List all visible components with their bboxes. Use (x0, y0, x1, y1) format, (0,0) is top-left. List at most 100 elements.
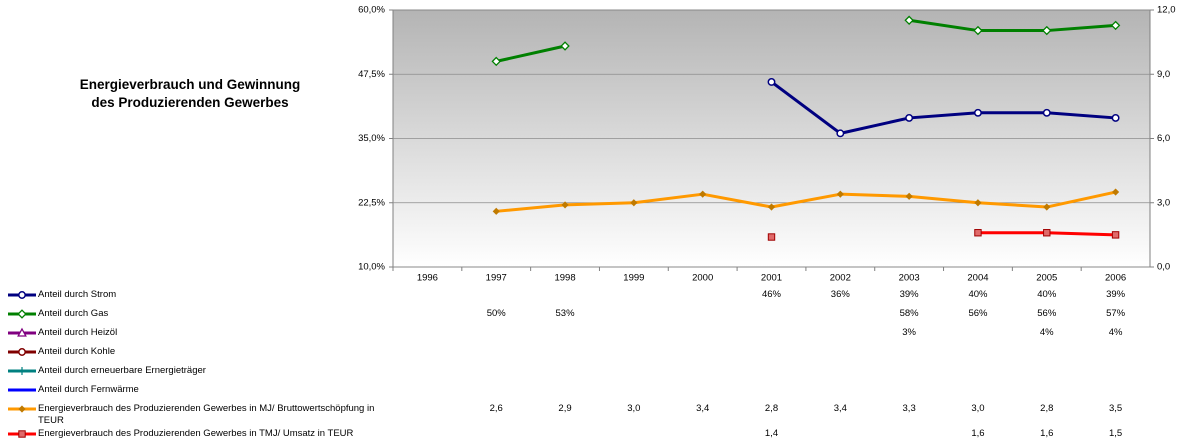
point (1112, 188, 1120, 196)
table-value: 58% (899, 308, 919, 319)
table-row: Energieverbrauch des Produzierenden Gewe… (0, 427, 1177, 446)
table-row: Anteil durch Strom 46% 36% 39% 40% 40% 39% (0, 288, 1177, 307)
x-tick-label: 1997 (486, 273, 507, 284)
legend-swatch (8, 405, 36, 413)
table-value: 56% (968, 308, 988, 319)
point (767, 203, 776, 211)
table-value: 1,6 (971, 428, 985, 439)
series-line (495, 18, 1116, 63)
legend-entry: Anteil durch Fernwärme (0, 384, 1177, 396)
chart-title: Energieverbrauch und Gewinnung des Produz… (40, 76, 340, 112)
table-row: Anteil durch Gas 50% 53% 58% 56% 56% 57% (0, 307, 1177, 326)
table-value: 3,4 (833, 403, 847, 414)
x-tick-label: 2003 (899, 273, 920, 284)
table-value: 1,5 (1108, 428, 1123, 439)
table-value: 3,0 (627, 403, 641, 414)
table-value: 3% (902, 327, 916, 338)
point (1042, 108, 1051, 117)
y-tick-label: 47,5% (358, 69, 385, 80)
legend-label: Anteil durch Fernwärme (38, 384, 139, 395)
x-tick-label: 2006 (1105, 273, 1126, 284)
legend-entry: Energieverbrauch des Produzierenden Gewe… (0, 403, 1177, 427)
point (767, 233, 776, 241)
point (1111, 113, 1120, 122)
point (1043, 229, 1051, 237)
table-value: 53% (555, 308, 575, 319)
table-row: Anteil durch erneuerbare Ernergieträger (0, 364, 1177, 383)
table-value: 2,8 (764, 403, 779, 414)
x-tick-label: 2005 (1036, 273, 1057, 284)
legend-label: Anteil durch Kohle (38, 346, 116, 357)
point (1043, 203, 1051, 211)
x-tick-label: 1999 (623, 273, 644, 284)
point (1110, 20, 1121, 31)
point (905, 192, 913, 200)
legend-label: Anteil durch Gas (38, 308, 109, 319)
point (17, 327, 27, 337)
y-tick-label: 22,5% (358, 197, 385, 208)
table-value: 2,9 (558, 403, 572, 414)
table-value: 39% (1106, 289, 1126, 300)
point (1042, 25, 1052, 36)
legend-label: Anteil durch Heizöl (38, 327, 118, 338)
point (974, 199, 982, 207)
y2-tick-label: 0,0 (1157, 262, 1170, 273)
point (767, 78, 776, 86)
table-value: 3,4 (696, 403, 710, 414)
point (1111, 231, 1120, 239)
table-value: 57% (1106, 308, 1126, 319)
series-line (770, 80, 1116, 135)
y2-tick-label: 12,0 (1157, 5, 1176, 16)
y-tick-label: 10,0% (358, 262, 385, 273)
x-tick-label: 2001 (761, 273, 782, 284)
x-tick-label: 1998 (554, 273, 575, 284)
series-group (491, 15, 1121, 241)
legend-swatch (8, 327, 36, 337)
point (560, 41, 570, 51)
table-value: 3,0 (971, 403, 985, 414)
table-value: 2,8 (1040, 403, 1054, 414)
legend-swatch (8, 291, 36, 299)
legend-label: Energieverbrauch des Produzierenden Gewe… (38, 428, 354, 439)
point (973, 25, 983, 36)
y2-tick-label: 9,0 (1157, 69, 1170, 80)
point (18, 291, 26, 299)
series-line (496, 190, 1116, 213)
table-row: Anteil durch Heizöl 3% 4% 4% (0, 326, 1177, 345)
legend-swatch (8, 430, 36, 438)
table-value: 1,6 (1040, 428, 1054, 439)
point (974, 108, 982, 117)
legend-label: Anteil durch Strom (38, 289, 117, 300)
y2-tick-label: 6,0 (1157, 133, 1170, 144)
title-line: des Produzierenden Gewerbes (91, 95, 289, 110)
legend-entry: Anteil durch erneuerbare Ernergieträger (0, 365, 1177, 377)
legend-swatch (8, 309, 36, 319)
table-value: 56% (1037, 308, 1057, 319)
table-value: 39% (899, 289, 919, 300)
legend-swatch (8, 388, 36, 392)
table-value: 4% (1039, 327, 1054, 338)
point (18, 367, 26, 375)
y-tick-label: 35,0% (358, 133, 385, 144)
table-value: 3,3 (902, 403, 916, 414)
point (836, 190, 844, 198)
y-tick-label: 60,0% (358, 5, 385, 16)
table-value: 46% (761, 289, 781, 300)
legend-entry: Energieverbrauch des Produzierenden Gewe… (0, 428, 1177, 440)
point (836, 129, 845, 138)
table-row: Anteil durch Fernwärme (0, 383, 1177, 402)
point (561, 201, 569, 209)
table-value: 40% (1037, 289, 1057, 300)
point (17, 309, 27, 319)
point (699, 190, 707, 198)
point (18, 405, 26, 413)
point (974, 229, 982, 237)
point (904, 15, 914, 25)
legend-label: Anteil durch erneuerbare Ernergieträger (38, 365, 206, 376)
table-value: 36% (830, 289, 850, 300)
point (492, 207, 500, 215)
y2-tick-label: 3,0 (1157, 197, 1170, 208)
table-row: Energieverbrauch des Produzierenden Gewe… (0, 402, 1177, 427)
